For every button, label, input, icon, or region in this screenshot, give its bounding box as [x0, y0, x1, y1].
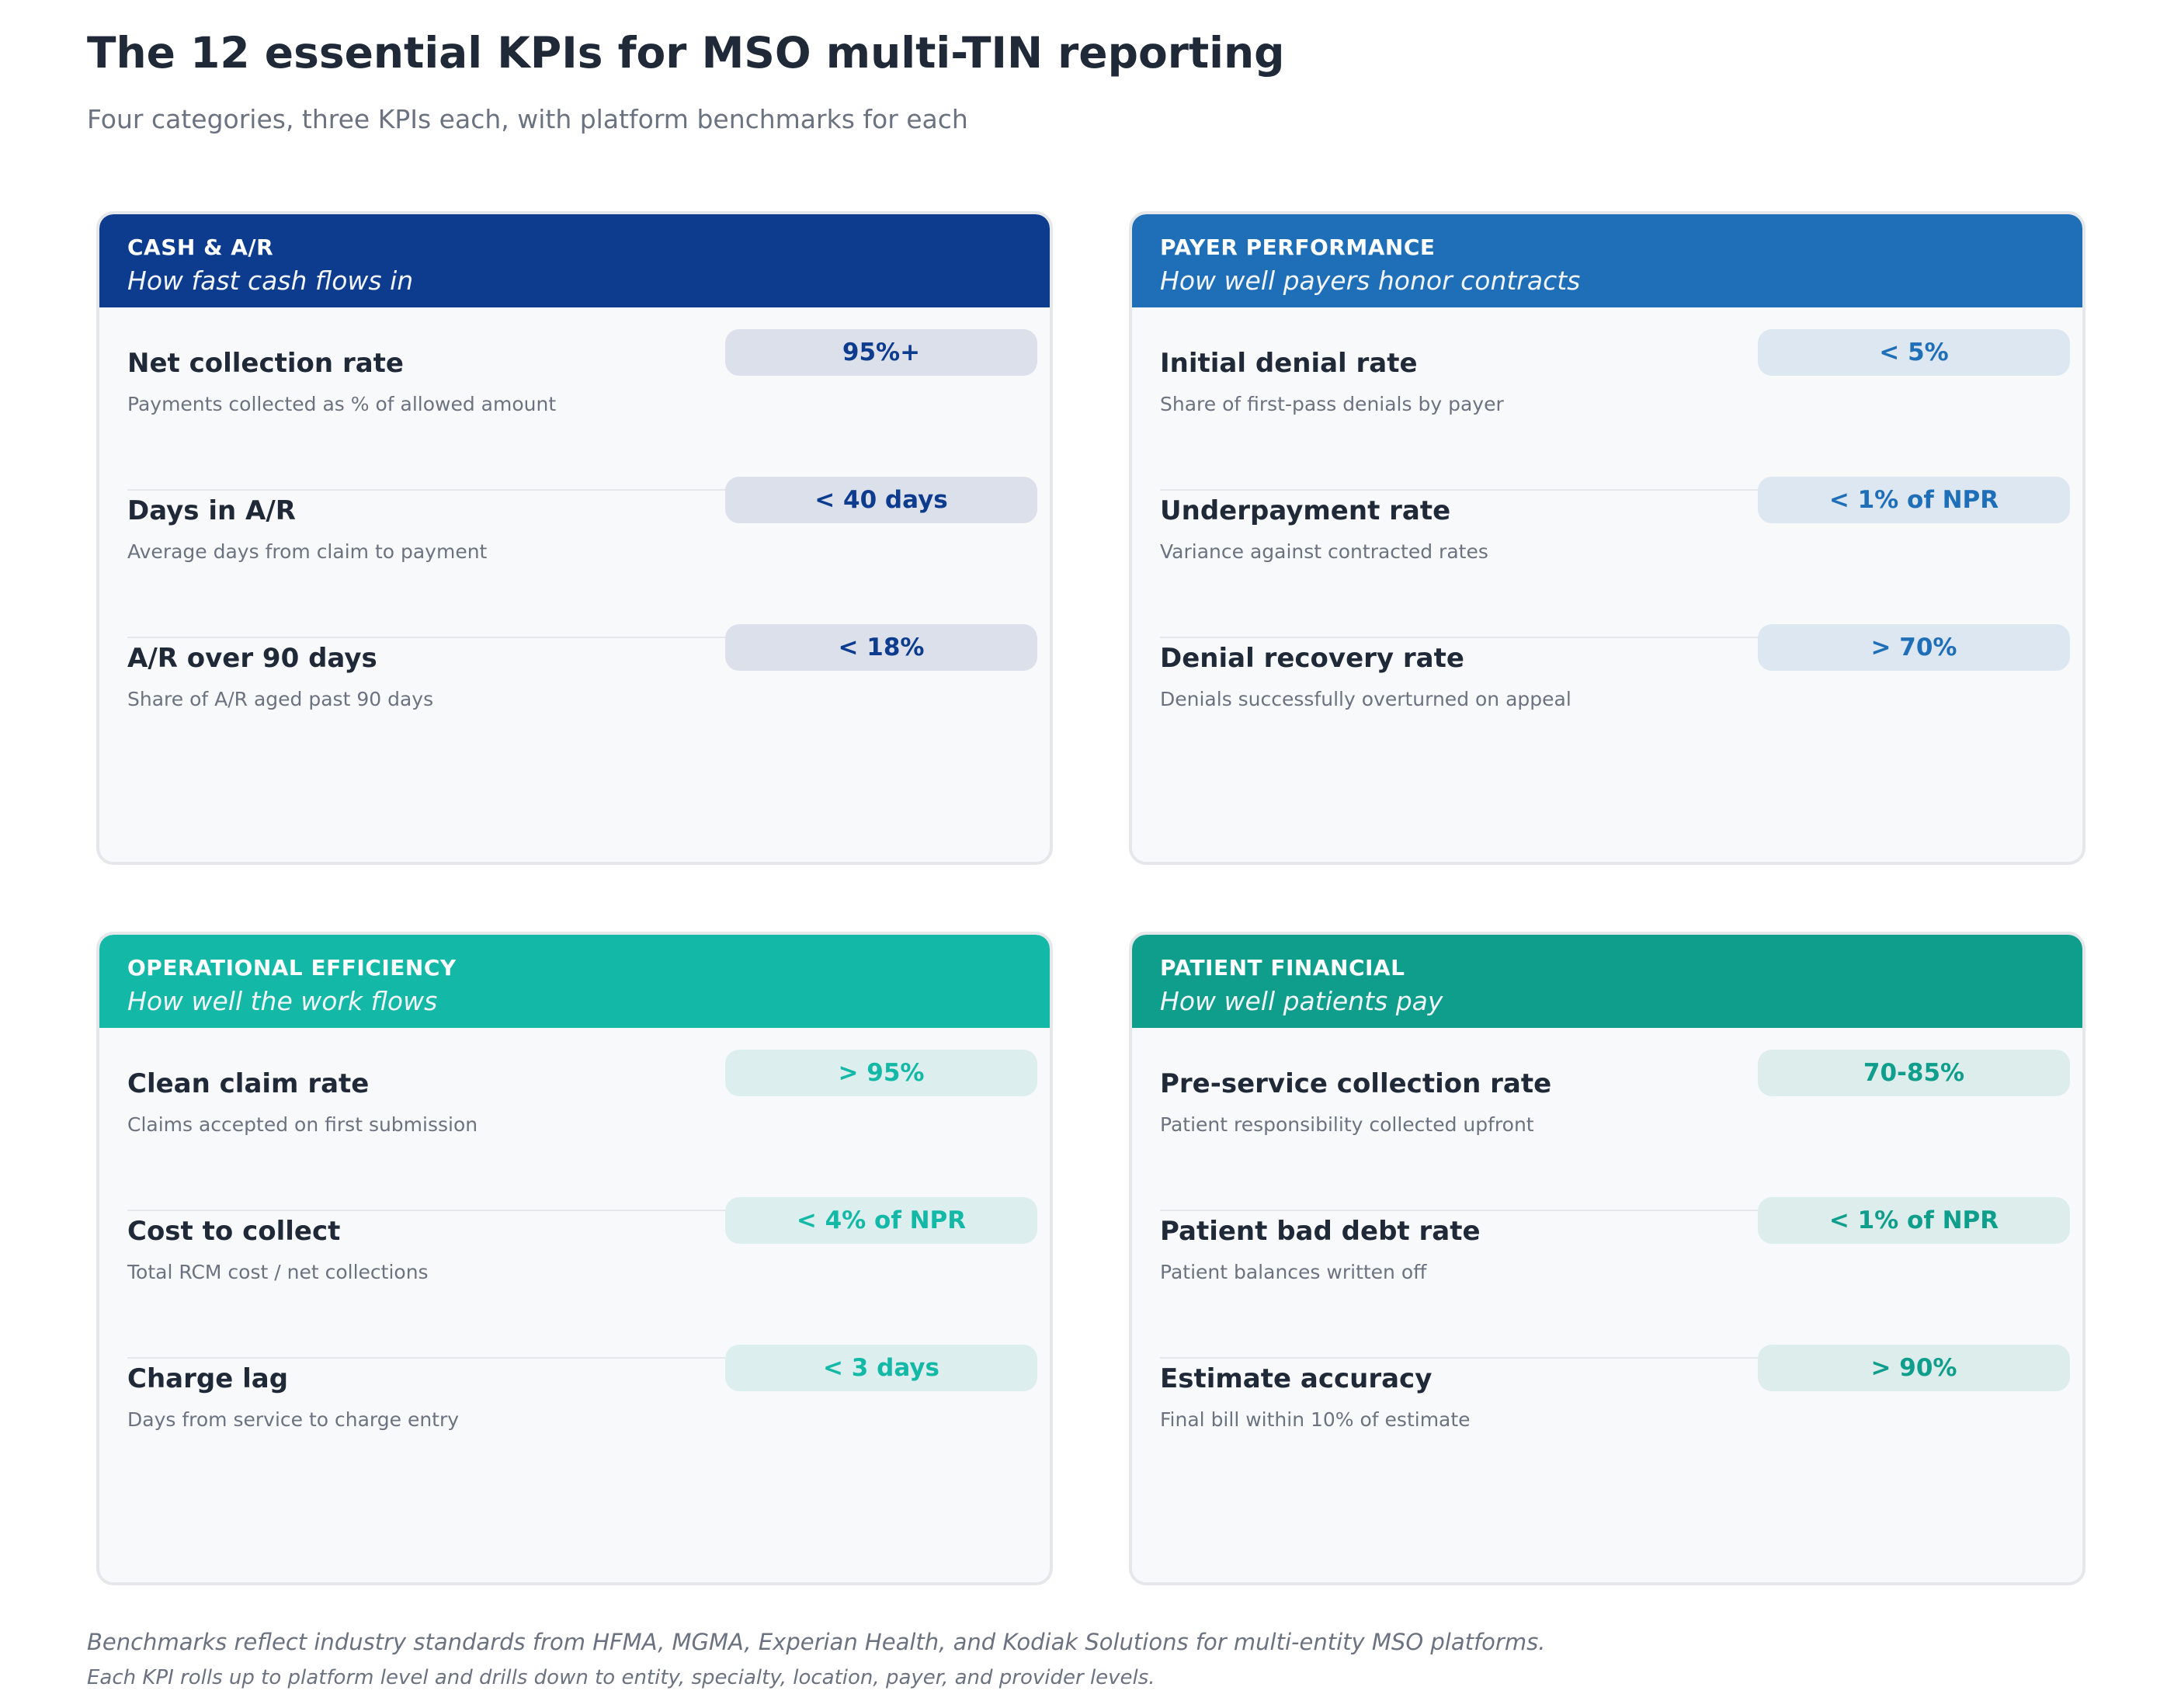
kpi-divider	[127, 637, 840, 638]
kpi-name: Initial denial rate	[1160, 348, 1418, 379]
footnote-rollup: Each KPI rolls up to platform level and …	[87, 1666, 1155, 1689]
page-subtitle: Four categories, three KPIs each, with p…	[87, 104, 968, 134]
category-label: PATIENT FINANCIAL	[1160, 955, 1405, 981]
benchmark-badge: < 4% of NPR	[725, 1197, 1037, 1244]
benchmark-badge: < 3 days	[725, 1345, 1037, 1391]
kpi-description: Average days from claim to payment	[127, 540, 488, 563]
category-label: OPERATIONAL EFFICIENCY	[127, 955, 457, 981]
kpi-name: Cost to collect	[127, 1216, 341, 1247]
category-tagline: How well the work flows	[127, 986, 438, 1016]
benchmark-badge: > 70%	[1758, 624, 2070, 671]
kpi-row: Days in A/R Average days from claim to p…	[99, 477, 1050, 629]
kpi-row: Cost to collect Total RCM cost / net col…	[99, 1197, 1050, 1349]
kpi-description: Total RCM cost / net collections	[127, 1261, 429, 1283]
kpi-description: Payments collected as % of allowed amoun…	[127, 393, 557, 415]
kpi-row: Net collection rate Payments collected a…	[99, 329, 1050, 481]
kpi-description: Variance against contracted rates	[1160, 540, 1488, 563]
kpi-name: Clean claim rate	[127, 1068, 370, 1099]
card-header: OPERATIONAL EFFICIENCY How well the work…	[99, 935, 1050, 1028]
kpi-row: Pre-service collection rate Patient resp…	[1132, 1050, 2082, 1202]
card-header: PAYER PERFORMANCE How well payers honor …	[1132, 214, 2082, 307]
kpi-divider	[1160, 489, 1873, 491]
benchmark-badge: 70-85%	[1758, 1050, 2070, 1096]
kpi-row: Initial denial rate Share of first-pass …	[1132, 329, 2082, 481]
category-tagline: How well payers honor contracts	[1160, 266, 1581, 296]
footnote-sources: Benchmarks reflect industry standards fr…	[87, 1629, 1546, 1655]
kpi-divider	[1160, 637, 1873, 638]
kpi-divider	[127, 1210, 840, 1211]
kpi-name: Underpayment rate	[1160, 495, 1451, 526]
kpi-name: Estimate accuracy	[1160, 1363, 1433, 1394]
benchmark-badge: < 18%	[725, 624, 1037, 671]
kpi-description: Denials successfully overturned on appea…	[1160, 688, 1571, 710]
kpi-row: A/R over 90 days Share of A/R aged past …	[99, 624, 1050, 776]
kpi-name: Net collection rate	[127, 348, 404, 379]
category-label: CASH & A/R	[127, 234, 274, 260]
kpi-row: Denial recovery rate Denials successfull…	[1132, 624, 2082, 776]
kpi-row: Estimate accuracy Final bill within 10% …	[1132, 1345, 2082, 1497]
kpi-description: Share of A/R aged past 90 days	[127, 688, 434, 710]
kpi-name: A/R over 90 days	[127, 643, 377, 674]
kpi-divider	[1160, 1357, 1873, 1359]
kpi-description: Share of first-pass denials by payer	[1160, 393, 1504, 415]
kpi-name: Charge lag	[127, 1363, 289, 1394]
card-operational-efficiency: OPERATIONAL EFFICIENCY How well the work…	[96, 932, 1053, 1585]
card-payer-performance: PAYER PERFORMANCE How well payers honor …	[1129, 211, 2085, 865]
benchmark-badge: > 95%	[725, 1050, 1037, 1096]
category-label: PAYER PERFORMANCE	[1160, 234, 1436, 260]
kpi-divider	[127, 1357, 840, 1359]
benchmark-badge: < 1% of NPR	[1758, 477, 2070, 523]
kpi-description: Final bill within 10% of estimate	[1160, 1408, 1471, 1431]
kpi-description: Days from service to charge entry	[127, 1408, 460, 1431]
benchmark-badge: 95%+	[725, 329, 1037, 376]
kpi-description: Claims accepted on first submission	[127, 1113, 478, 1136]
kpi-row: Clean claim rate Claims accepted on firs…	[99, 1050, 1050, 1202]
benchmark-badge: < 5%	[1758, 329, 2070, 376]
card-patient-financial: PATIENT FINANCIAL How well patients pay …	[1129, 932, 2085, 1585]
kpi-description: Patient responsibility collected upfront	[1160, 1113, 1534, 1136]
kpi-name: Days in A/R	[127, 495, 296, 526]
kpi-name: Pre-service collection rate	[1160, 1068, 1552, 1099]
category-tagline: How fast cash flows in	[127, 266, 414, 296]
card-header: PATIENT FINANCIAL How well patients pay	[1132, 935, 2082, 1028]
category-tagline: How well patients pay	[1160, 986, 1443, 1016]
kpi-row: Patient bad debt rate Patient balances w…	[1132, 1197, 2082, 1349]
page-title: The 12 essential KPIs for MSO multi-TIN …	[87, 28, 1285, 78]
kpi-description: Patient balances written off	[1160, 1261, 1427, 1283]
benchmark-badge: < 40 days	[725, 477, 1037, 523]
kpi-name: Patient bad debt rate	[1160, 1216, 1481, 1247]
benchmark-badge: > 90%	[1758, 1345, 2070, 1391]
card-cash-ar: CASH & A/R How fast cash flows in Net co…	[96, 211, 1053, 865]
kpi-row: Charge lag Days from service to charge e…	[99, 1345, 1050, 1497]
kpi-row: Underpayment rate Variance against contr…	[1132, 477, 2082, 629]
card-header: CASH & A/R How fast cash flows in	[99, 214, 1050, 307]
kpi-name: Denial recovery rate	[1160, 643, 1464, 674]
kpi-divider	[1160, 1210, 1873, 1211]
benchmark-badge: < 1% of NPR	[1758, 1197, 2070, 1244]
kpi-divider	[127, 489, 840, 491]
